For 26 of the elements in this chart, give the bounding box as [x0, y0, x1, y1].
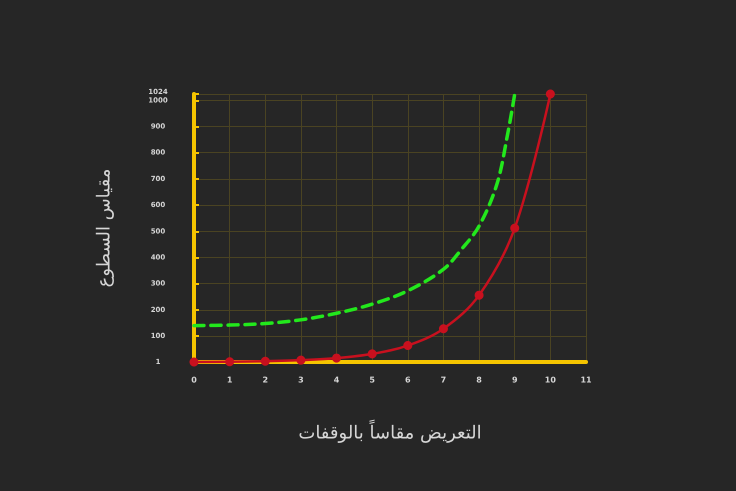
x-tick-label: 2: [262, 376, 268, 384]
x-tick-label: 4: [334, 376, 340, 384]
point: [260, 356, 270, 366]
x-tick-label: 10: [544, 376, 556, 384]
x-tick-label: 11: [580, 376, 592, 384]
point: [368, 349, 377, 358]
point: [296, 356, 306, 365]
x-tick-label: 9: [512, 376, 518, 384]
point: [474, 290, 484, 300]
point: [403, 341, 412, 350]
x-tick-label: 3: [298, 376, 304, 384]
point: [546, 90, 555, 98]
point: [438, 324, 448, 334]
point: [510, 224, 520, 233]
line-series: [192, 92, 516, 328]
point: [225, 357, 234, 366]
x-tick-label: 7: [440, 376, 446, 384]
x-tick-label: 8: [476, 376, 482, 384]
point: [332, 354, 342, 363]
x-tick-label: 0: [191, 376, 198, 384]
x-tick-label: 1: [226, 376, 233, 384]
point: [190, 358, 198, 366]
x-tick-label: 6: [405, 376, 412, 384]
x-axis-title: التعريض مقاساً بالوقفات: [298, 420, 482, 444]
x-tick-label: 5: [369, 376, 376, 384]
y-axis-title: مقياس السطوع: [94, 168, 114, 288]
